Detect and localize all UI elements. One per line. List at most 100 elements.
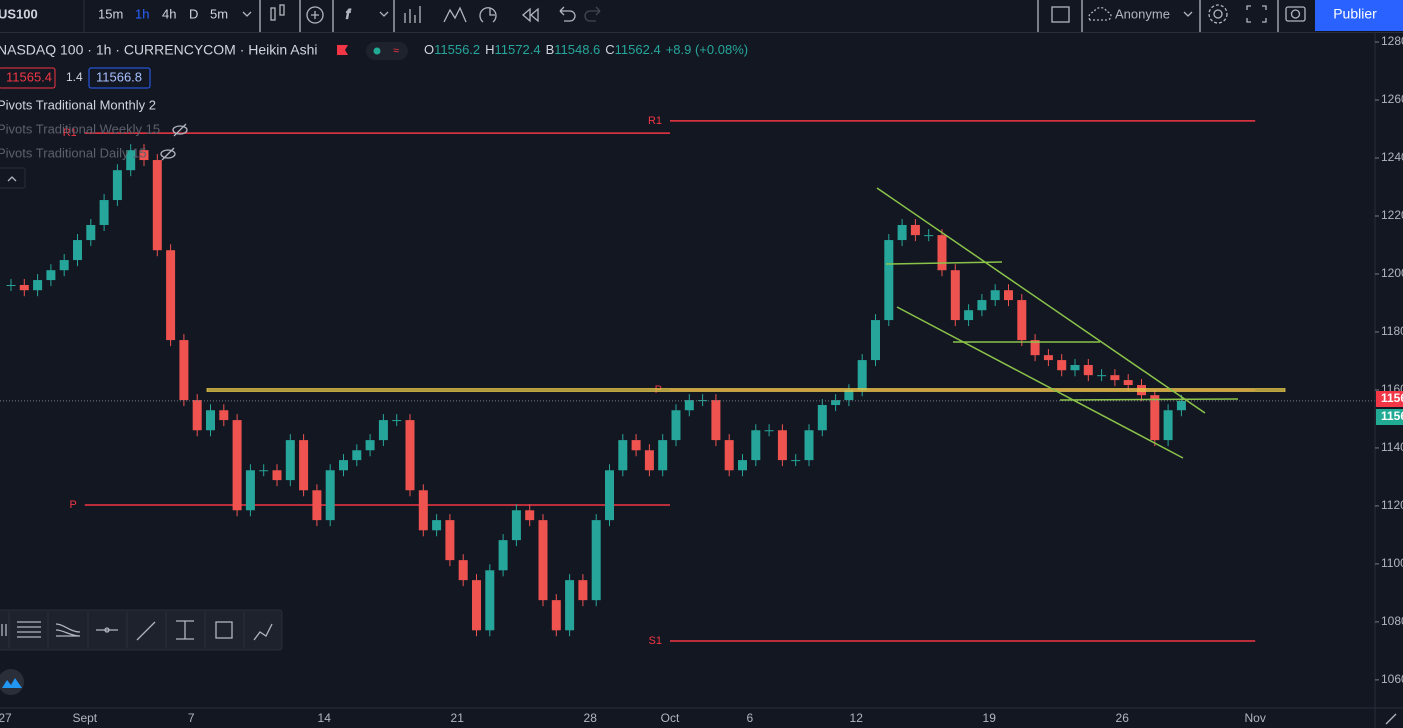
candle (206, 410, 215, 431)
y-tick-label: 12800.0 (1381, 34, 1403, 48)
candle (418, 490, 428, 531)
y-tick-label: 10600.0 (1381, 672, 1403, 686)
candle (179, 340, 189, 401)
dropdown-icon[interactable] (242, 11, 252, 17)
candle (1017, 300, 1027, 341)
indicator[interactable]: Pivots Traditional Monthly 2 (0, 97, 156, 112)
candle (618, 440, 628, 471)
ohlc-label: B (546, 42, 555, 57)
interval[interactable]: D (189, 6, 198, 21)
candle (1083, 365, 1093, 376)
drawing-tools[interactable] (1, 612, 273, 648)
interval[interactable]: 5m (210, 6, 228, 21)
ohlc-value: 11548.6 (554, 42, 600, 57)
candle (6, 284, 16, 286)
candle (405, 420, 415, 491)
candle (152, 160, 162, 251)
x-tick-label: Nov (1245, 711, 1266, 725)
publish-button[interactable] (1315, 0, 1403, 31)
candle (817, 405, 827, 431)
candle (1004, 290, 1013, 301)
candle (831, 400, 841, 406)
indicator[interactable]: Pivots Traditional Weekly 15 (0, 121, 160, 136)
candle (112, 170, 122, 201)
bid[interactable]: 11565.4 (6, 69, 52, 84)
candle (392, 420, 402, 422)
drawings (206, 187, 1286, 459)
y-tick-label: 11000.0 (1381, 556, 1403, 570)
ohlc-label: C (605, 42, 614, 57)
logo-mark (2, 678, 22, 688)
trend-line (896, 306, 1184, 459)
candle (910, 224, 920, 236)
candle (538, 520, 548, 601)
corner-icon[interactable] (1385, 713, 1397, 725)
price-tag-label: 1156 (1381, 409, 1403, 423)
x-tick-label: Sept (72, 711, 97, 725)
candle (498, 540, 508, 571)
candle (19, 284, 29, 291)
candle (1097, 375, 1107, 377)
x-tick-label: 14 (318, 711, 332, 725)
x-tick-label: 12 (850, 711, 864, 725)
horizontal-band (206, 388, 1286, 392)
trend-line (1059, 398, 1239, 401)
candle (312, 490, 322, 521)
candle (445, 520, 455, 561)
candle (33, 280, 43, 291)
candle (86, 224, 96, 241)
candle (458, 560, 468, 581)
ohlc-label: H (485, 42, 494, 57)
candle (671, 410, 681, 441)
candle (777, 430, 787, 461)
candle (551, 600, 561, 631)
price-tag (1376, 409, 1403, 425)
hidden-icons[interactable] (160, 123, 188, 161)
publish-label[interactable]: Publier (1333, 6, 1377, 22)
ask[interactable]: 11566.8 (96, 69, 142, 84)
candle (525, 510, 535, 521)
x-tick-label: 19 (983, 711, 997, 725)
candle (1043, 355, 1053, 361)
candle (897, 224, 907, 241)
candle (73, 240, 82, 261)
candle (99, 200, 109, 225)
ask-box[interactable] (88, 67, 151, 89)
flag-icon[interactable] (337, 45, 348, 55)
svg-text:f: f (346, 6, 351, 21)
user-name[interactable]: Anonyme (1115, 6, 1170, 21)
y-tick-label: 12400.0 (1381, 150, 1403, 164)
bid-box[interactable] (0, 67, 56, 89)
x-tick-label: 27 (0, 711, 12, 725)
candle (1123, 380, 1133, 386)
x-tick-label: 26 (1116, 711, 1130, 725)
ohlc-value: 11572.4 (495, 42, 541, 57)
y-tick-label: 11800.0 (1381, 324, 1403, 338)
y-tick-label: 12200.0 (1381, 208, 1403, 222)
candle (192, 400, 202, 431)
status-icon: ≈ (393, 45, 399, 57)
toolbar-icons[interactable]: f (259, 0, 1306, 32)
candle (711, 400, 721, 441)
candle (365, 440, 375, 451)
y-tick-label: 10800.0 (1381, 614, 1403, 628)
candle (245, 470, 255, 511)
interval[interactable]: 1h (135, 6, 149, 21)
collapse-icon[interactable] (7, 176, 17, 182)
status-dot (373, 47, 381, 55)
candle (352, 450, 362, 461)
pivot-label: S1 (649, 635, 662, 647)
candle (591, 520, 601, 601)
candle (844, 390, 854, 401)
pivot-label: R1 (648, 115, 662, 127)
interval[interactable]: 15m (98, 6, 123, 21)
y-tick-label: 11400.0 (1381, 440, 1403, 454)
indicator[interactable]: Pivots Traditional Daily 15 (0, 145, 147, 160)
logo[interactable] (0, 669, 24, 695)
interval[interactable]: 4h (162, 6, 176, 21)
candle (1070, 365, 1080, 371)
symbol[interactable]: US100 (0, 6, 38, 21)
candle (884, 240, 894, 321)
